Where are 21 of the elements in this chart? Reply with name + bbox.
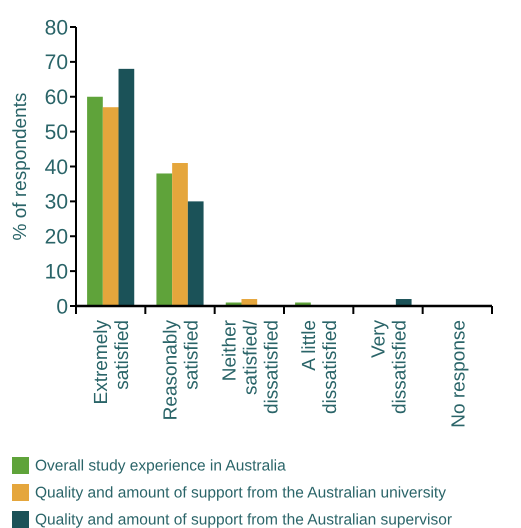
y-tick-label: 80 xyxy=(44,16,68,40)
y-tick-label: 50 xyxy=(44,120,68,144)
y-tick-label: 30 xyxy=(44,190,68,214)
legend-label: Quality and amount of support from the Australian university xyxy=(35,484,446,502)
y-tick-label: 0 xyxy=(56,295,68,318)
y-axis-title: % of respondents xyxy=(10,92,31,240)
y-tick-label: 10 xyxy=(44,260,68,284)
y-tick-label: 20 xyxy=(44,226,68,249)
y-tick-label: 60 xyxy=(44,86,68,110)
y-tick-label: 70 xyxy=(44,51,68,74)
x-tick-label: Extremely satisfied xyxy=(91,320,134,404)
bar xyxy=(188,201,204,306)
x-tick-label: No response xyxy=(448,320,470,428)
legend-label: Quality and amount of support from the Australian supervisor xyxy=(35,511,452,528)
bar xyxy=(118,68,134,306)
bar xyxy=(172,163,188,306)
legend-label: Overall study experience in Australia xyxy=(35,457,286,474)
bar xyxy=(87,96,103,306)
bar xyxy=(102,107,119,306)
y-tick-label: 40 xyxy=(44,156,68,179)
bar xyxy=(156,173,172,306)
